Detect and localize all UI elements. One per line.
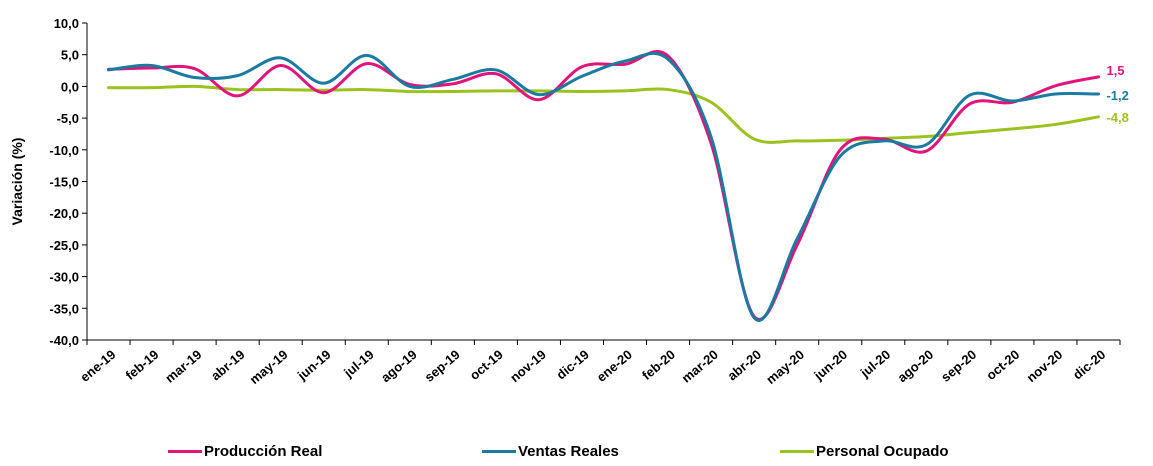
y-tick-label: -15,0: [49, 175, 79, 190]
x-tick-label: may-19: [247, 347, 291, 387]
x-tick-label: mar-19: [162, 347, 204, 386]
series-line-ventas-reales: [107, 51, 1100, 322]
y-tick-label: -40,0: [49, 333, 79, 348]
y-tick-label: 5,0: [61, 48, 79, 63]
x-axis: ene-19 feb-19 mar-19 abr-19 may-19 jun-19 jul-…: [77, 339, 1121, 387]
x-tick-label: sep-20: [938, 347, 979, 385]
line-chart: 10,0 5,0 0,0 -5,0 -10,0 -15,0 -20,0 -25,0 -30,0 -…: [9, 16, 1129, 387]
x-tick-label: abr-20: [725, 347, 765, 384]
legend: Producción Real Ventas Reales Personal O…: [0, 443, 1153, 465]
x-tick-label: mar-20: [679, 347, 721, 386]
x-tick-label: nov-19: [507, 347, 549, 385]
x-tick-label: nov-20: [1024, 347, 1066, 385]
legend-swatch-produccion-real: [168, 450, 202, 453]
y-axis-label: Variación (%): [9, 138, 25, 226]
end-labels: 1,5 -1,2 -4,8: [1106, 63, 1128, 125]
x-tick-label: ene-20: [594, 347, 635, 385]
x-tick-label: abr-19: [208, 347, 248, 384]
x-tick-label: ago-20: [894, 347, 936, 385]
y-tick-label: -30,0: [49, 270, 79, 285]
x-tick-label: feb-19: [123, 347, 162, 383]
legend-item-ventas-reales: Ventas Reales: [482, 443, 619, 460]
x-tick-label: jun-20: [810, 347, 850, 384]
y-tick-label: -25,0: [49, 238, 79, 253]
y-axis: 10,0 5,0 0,0 -5,0 -10,0 -15,0 -20,0 -25,0 -30,0 -…: [49, 16, 88, 348]
series-layer: [107, 49, 1100, 322]
x-tick-label: ago-19: [378, 347, 420, 385]
y-tick-label: 10,0: [54, 16, 79, 31]
y-tick-label: -35,0: [49, 301, 79, 316]
x-tick-label: dic-20: [1070, 347, 1108, 383]
end-label-produccion-real: 1,5: [1106, 63, 1124, 78]
x-tick-label: sep-19: [422, 347, 463, 385]
x-tick-label: jun-19: [294, 347, 334, 384]
series-line-personal-ocupado: [107, 84, 1100, 144]
legend-label-produccion-real: Producción Real: [204, 443, 323, 460]
y-tick-label: -10,0: [49, 143, 79, 158]
x-tick-label: ene-19: [77, 347, 118, 385]
x-tick-label: jul-20: [857, 347, 893, 381]
legend-label-personal-ocupado: Personal Ocupado: [816, 443, 949, 460]
legend-item-personal-ocupado: Personal Ocupado: [780, 443, 949, 460]
x-tick-label: dic-19: [553, 347, 591, 383]
y-tick-label: -20,0: [49, 206, 79, 221]
end-label-ventas-reales: -1,2: [1106, 88, 1128, 103]
y-tick-label: 0,0: [61, 79, 79, 94]
y-tick-label: -5,0: [57, 111, 79, 126]
x-tick-label: oct-19: [467, 347, 506, 383]
legend-item-produccion-real: Producción Real: [168, 443, 322, 460]
x-tick-label: feb-20: [639, 347, 678, 383]
end-label-personal-ocupado: -4,8: [1106, 110, 1128, 125]
legend-swatch-personal-ocupado: [780, 450, 814, 453]
x-tick-label: may-20: [763, 347, 807, 387]
legend-label-ventas-reales: Ventas Reales: [518, 443, 619, 460]
x-tick-label: oct-20: [983, 347, 1022, 383]
x-tick-label: jul-19: [340, 347, 376, 381]
series-line-produccion-real: [107, 49, 1100, 321]
legend-swatch-ventas-reales: [482, 450, 516, 453]
